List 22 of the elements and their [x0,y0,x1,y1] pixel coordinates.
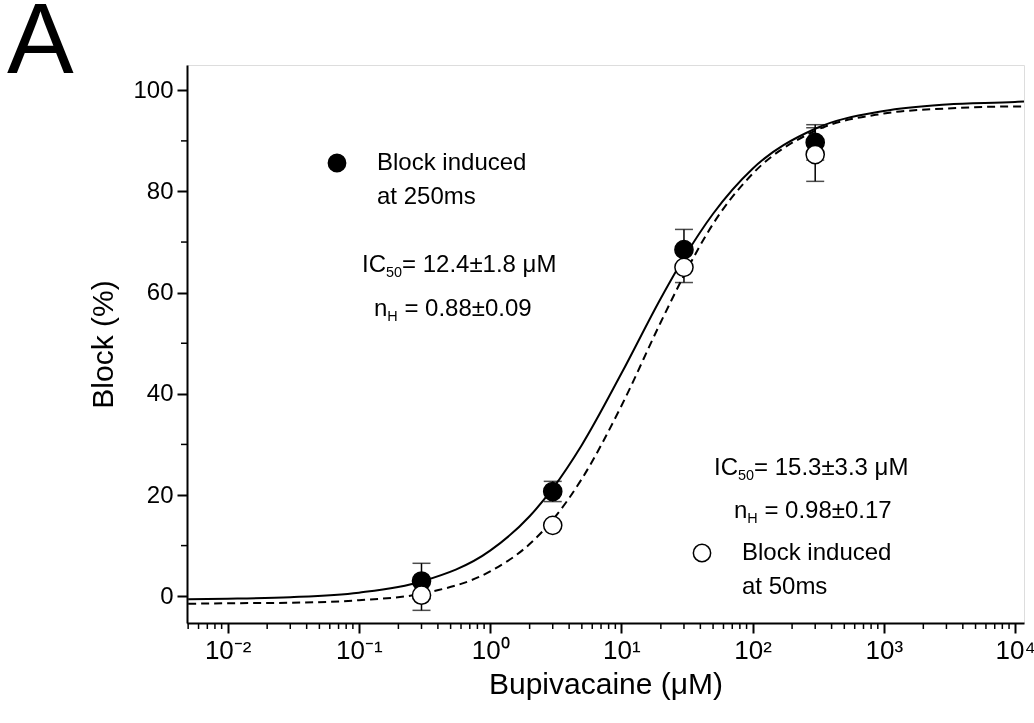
x-tick-label: 10⁰ [471,634,510,665]
x-axis-title: Bupivacaine (μM) [488,666,724,700]
text: A [7,0,74,94]
x-tick-label: 10³ [865,634,904,665]
legend-label: Block induced at 250ms [377,148,527,209]
y-tick-label: 60 [146,278,174,306]
point [674,257,694,278]
x-tick-label: 10⁻¹ [336,634,384,665]
x-tick-label: 10⁻² [204,634,252,665]
x-tick-label: 10² [734,634,773,665]
x-tick-label: 10⁴ [995,634,1034,665]
y-axis-title: Block (%) [86,280,120,409]
point [411,585,432,605]
point [805,144,826,165]
point [542,515,563,536]
legend-label: Block induced at 50ms [742,538,892,599]
y-tick-label: 100 [133,75,174,103]
y-tick-label: 20 [146,480,174,508]
y-tick-label: 0 [160,581,174,609]
x-tick-label: 10¹ [603,634,641,665]
y-tick-label: 40 [146,379,174,407]
y-tick-label: 80 [146,176,174,204]
